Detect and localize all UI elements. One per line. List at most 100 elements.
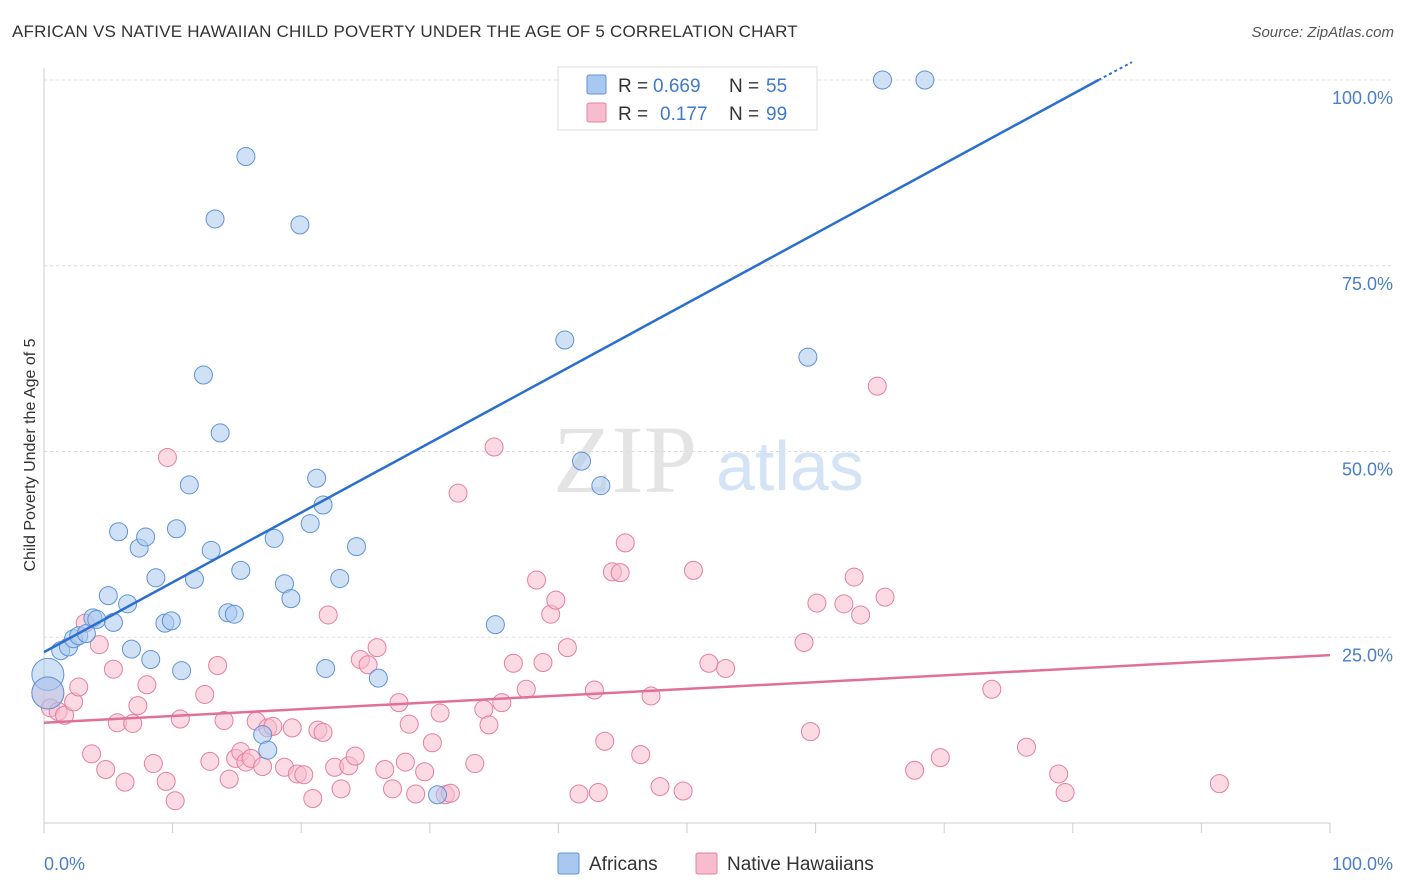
native-hawaiian-point-48 (367, 638, 387, 658)
native-hawaiian-point-65 (492, 693, 512, 713)
native-hawaiian-point-84 (683, 560, 703, 580)
african-point-49 (591, 476, 611, 496)
native-hawaiian-point-7 (82, 744, 102, 764)
native-hawaiian-point-16 (143, 754, 163, 774)
african-point-13 (121, 639, 141, 659)
african-point-26 (205, 209, 225, 229)
native-hawaiian-point-73 (569, 784, 589, 804)
series-legend-swatch-africans (557, 852, 580, 875)
african-point-37 (290, 215, 310, 235)
native-hawaiian-point-35 (282, 718, 302, 738)
native-hawaiian-point-75 (588, 783, 608, 803)
african-point-45 (428, 785, 448, 805)
native-hawaiian-point-67 (516, 679, 536, 699)
native-hawaiian-point-9 (96, 760, 116, 780)
native-hawaiian-point-101 (1209, 774, 1229, 794)
african-point-1 (31, 676, 65, 710)
native-hawaiian-point-82 (650, 777, 670, 797)
watermark-atlas: atlas (716, 427, 864, 505)
african-point-30 (231, 560, 251, 580)
native-hawaiian-point-19 (165, 791, 185, 811)
african-point-52 (798, 347, 818, 367)
african-point-19 (161, 611, 181, 631)
native-hawaiian-point-20 (170, 709, 190, 729)
native-hawaiian-point-98 (1017, 737, 1037, 757)
african-point-38 (300, 514, 320, 534)
legend-r-label-native-hawaiians: R = (618, 104, 648, 125)
native-hawaiian-point-17 (156, 771, 176, 791)
y-tick-label-2: 75.0% (1342, 274, 1393, 294)
native-hawaiians-trend-line (43, 653, 1331, 724)
native-hawaiian-point-57 (430, 703, 450, 723)
native-hawaiian-point-100 (1055, 783, 1075, 803)
native-hawaiian-point-87 (794, 632, 814, 652)
series-legend-swatch-native-hawaiians (695, 852, 718, 875)
native-hawaiian-point-72 (557, 638, 577, 658)
native-hawaiian-point-68 (527, 570, 547, 590)
african-point-46 (485, 615, 505, 635)
legend-n-label-native-hawaiians: N = (729, 104, 759, 125)
african-point-17 (146, 568, 166, 588)
native-hawaiian-point-83 (673, 781, 693, 801)
native-hawaiian-point-8 (89, 635, 109, 655)
african-point-10 (103, 612, 123, 632)
legend-r-value-native-hawaiians: 0.177 (660, 104, 708, 125)
native-hawaiian-point-3 (55, 705, 75, 725)
african-point-31 (236, 147, 256, 167)
legend-n-label-africans: N = (729, 76, 759, 97)
native-hawaiian-point-88 (800, 722, 820, 742)
correlation-legend: R = 0.669 N = 55 R = 0.177 N = 99 (557, 66, 818, 131)
series-legend: Africans Native Hawaiians (557, 852, 874, 875)
african-point-53 (872, 70, 892, 90)
african-point-36 (281, 589, 301, 609)
legend-n-value-africans: 55 (766, 76, 787, 97)
native-hawaiian-point-97 (982, 679, 1002, 699)
native-hawaiian-point-89 (807, 593, 827, 613)
native-hawaiian-point-56 (422, 733, 442, 753)
african-point-29 (224, 604, 244, 624)
native-hawaiian-point-14 (128, 696, 148, 716)
african-point-21 (172, 661, 192, 681)
native-hawaiian-point-40 (313, 722, 333, 742)
native-hawaiian-point-38 (303, 788, 323, 808)
african-point-42 (330, 569, 350, 589)
native-hawaiian-point-74 (584, 680, 604, 700)
native-hawaiian-point-63 (479, 715, 499, 735)
native-hawaiian-point-85 (699, 653, 719, 673)
african-point-48 (572, 451, 592, 471)
y-tick-label-0: 25.0% (1342, 645, 1393, 665)
native-hawaiian-point-95 (905, 760, 925, 780)
african-point-16 (141, 650, 161, 670)
native-hawaiian-point-96 (930, 748, 950, 768)
legend-n-value-native-hawaiians: 99 (766, 104, 787, 125)
native-hawaiian-point-76 (595, 731, 615, 751)
chart-title: AFRICAN VS NATIVE HAWAIIAN CHILD POVERTY… (12, 22, 798, 41)
native-hawaiian-point-60 (448, 483, 468, 503)
native-hawaiian-point-69 (533, 653, 553, 673)
native-hawaiian-point-53 (399, 714, 419, 734)
african-point-15 (136, 527, 156, 547)
series-legend-africans: Africans (589, 854, 658, 875)
native-hawaiian-point-47 (358, 655, 378, 675)
native-hawaiian-point-31 (253, 757, 273, 777)
native-hawaiian-point-54 (406, 784, 426, 804)
native-hawaiian-point-52 (395, 752, 415, 772)
african-point-47 (555, 330, 575, 350)
native-hawaiian-point-90 (834, 594, 854, 614)
native-hawaiian-point-55 (415, 762, 435, 782)
native-hawaiian-point-66 (503, 653, 523, 673)
african-point-44 (368, 668, 388, 688)
x-tick-label-max: 100.0% (1332, 854, 1393, 874)
native-hawaiian-point-99 (1049, 764, 1069, 784)
native-hawaiian-point-80 (631, 745, 651, 765)
x-tick-label-min: 0.0% (44, 854, 85, 874)
africans-trend-line (43, 78, 1100, 654)
native-hawaiian-point-45 (345, 746, 365, 766)
native-hawaiian-point-10 (103, 659, 123, 679)
native-hawaiian-point-15 (137, 675, 157, 695)
african-point-41 (316, 658, 336, 678)
native-hawaiian-point-25 (219, 769, 239, 789)
native-hawaiian-point-18 (157, 447, 177, 467)
native-hawaiian-point-37 (294, 765, 314, 785)
